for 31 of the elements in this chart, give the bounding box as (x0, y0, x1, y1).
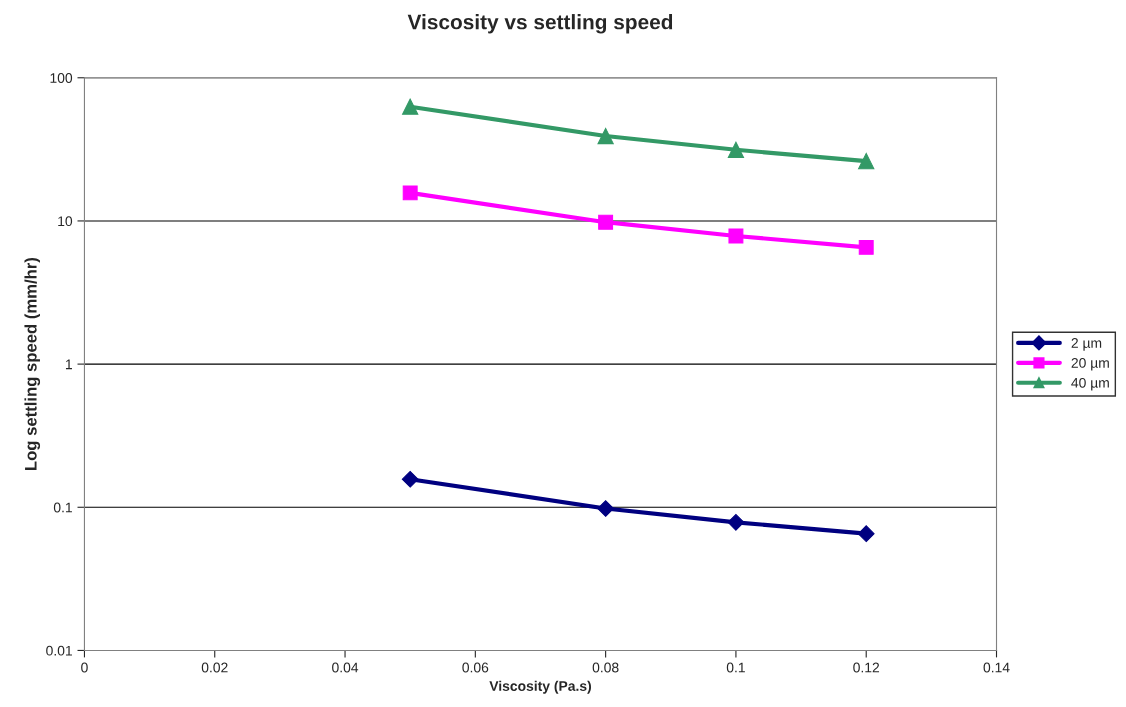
chart-title: Viscosity vs settling speed (407, 14, 673, 34)
point (857, 525, 875, 543)
point (402, 185, 418, 201)
y-tick-label: 0.01 (46, 645, 72, 656)
y-tick-label: 10 (58, 216, 73, 227)
point (858, 152, 875, 170)
point (597, 500, 614, 517)
x-tick-label: 0.08 (592, 662, 619, 673)
y-tick-label: 0.1 (53, 502, 72, 513)
x-tick-label: 0.14 (983, 662, 1010, 673)
legend-label: 20 µm (1071, 358, 1109, 371)
x-tick-label: 0.1 (726, 662, 745, 673)
x-tick-label: 0.02 (201, 662, 228, 673)
legend-label: 2 µm (1071, 338, 1102, 351)
point (728, 228, 744, 244)
point (727, 513, 745, 531)
point (598, 214, 614, 230)
point (401, 470, 419, 488)
y-axis-title: Log settling speed (mm/hr) (24, 257, 41, 470)
y-tick-label: 100 (50, 73, 73, 83)
y-tick-label: 1 (65, 359, 72, 370)
point (402, 98, 419, 115)
x-tick-label: 0.12 (853, 662, 880, 673)
x-tick-label: 0.06 (462, 662, 489, 673)
x-tick-label: 0 (81, 662, 88, 673)
point (727, 141, 745, 158)
legend-label: 40 µm (1071, 377, 1109, 391)
point (597, 127, 614, 145)
x-tick-label: 0.04 (332, 662, 359, 673)
x-axis-title: Viscosity (Pa.s) (489, 680, 592, 694)
point (858, 239, 874, 255)
